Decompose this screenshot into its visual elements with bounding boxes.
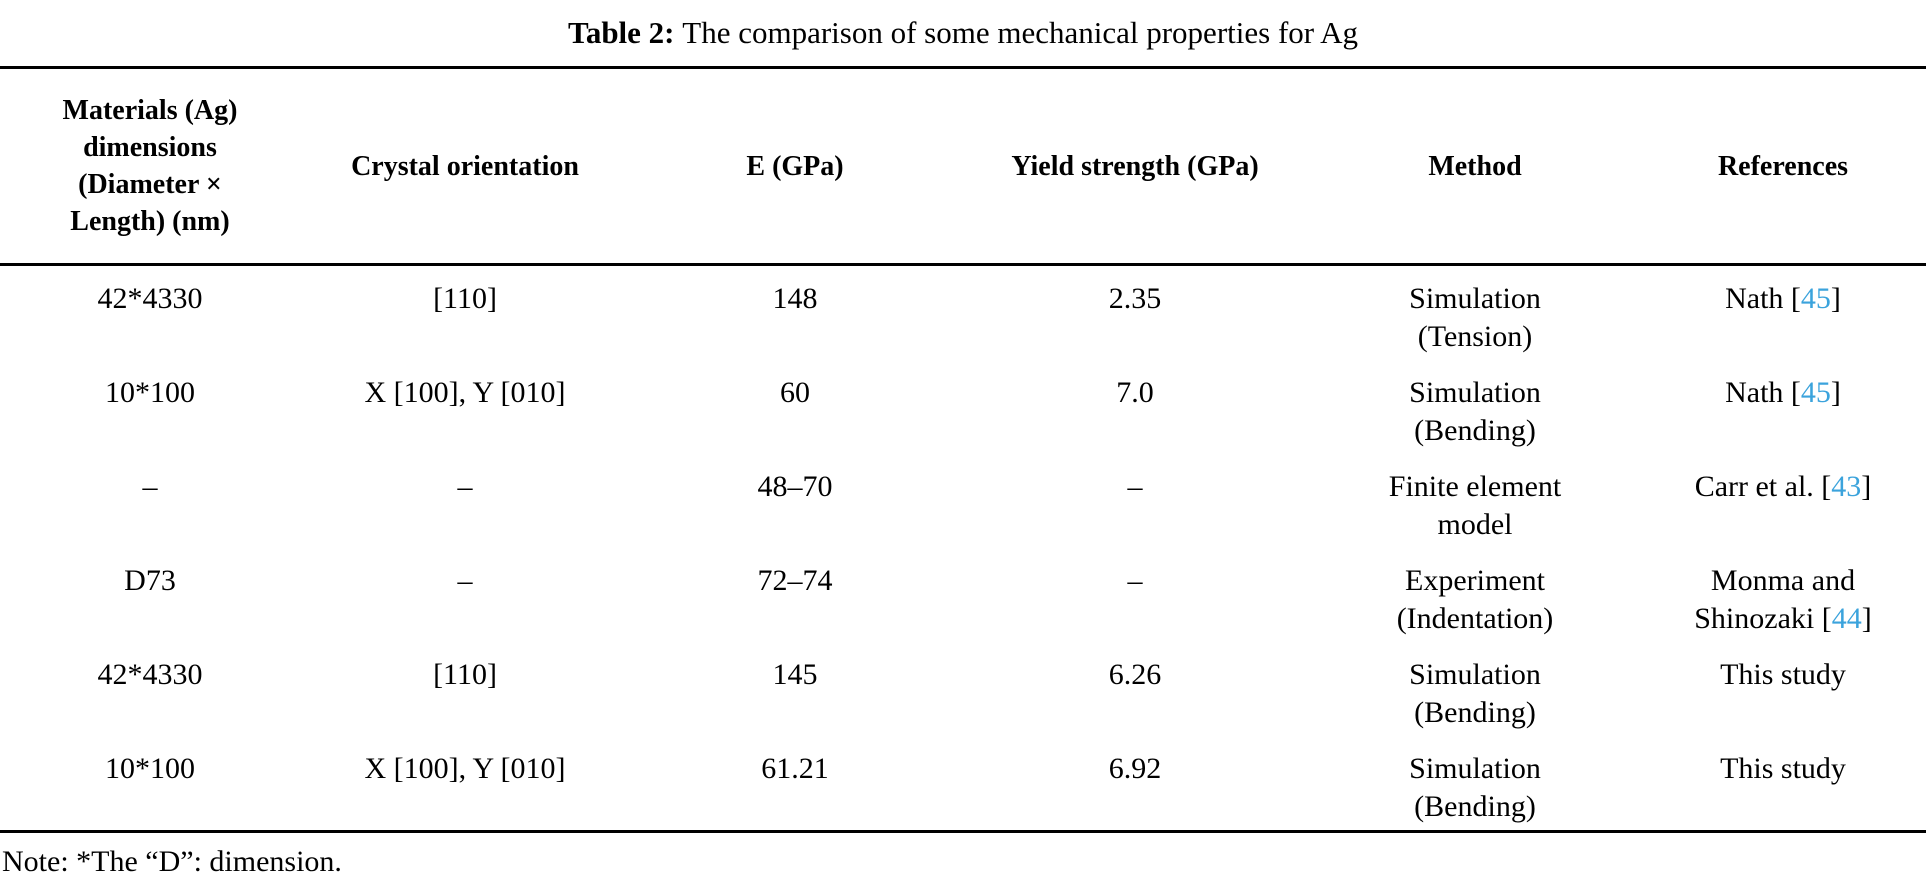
column-header-references: References [1717,150,1849,182]
table-note: Note: *The “D”: dimension. [2,845,342,878]
cell-method: Finite element model [1388,470,1562,541]
cell-e-gpa: 145 [772,658,818,691]
reference-bracket: ] [1830,376,1841,409]
citation-link[interactable]: 45 [1800,282,1831,315]
cell-reference: Monma and Shinozaki [44] [1640,562,1926,638]
cell-reference: Nath [45] [1640,374,1926,412]
cell-reference: This study [1640,656,1926,694]
cell-yield-strength: 6.26 [1108,658,1162,691]
column-header-orientation: Crystal orientation [351,150,579,182]
cell-yield-strength: 7.0 [1116,376,1154,409]
cell-reference: Nath [45] [1640,280,1926,318]
reference-text: Monma and Shinozaki [ [1694,564,1856,635]
cell-dimensions: – [142,470,158,503]
reference-text: Nath [ [1725,282,1801,315]
cell-e-gpa: 60 [780,376,810,409]
reference-text: This study [1720,658,1846,691]
column-header-dimensions: Materials (Ag) dimensions (Diameter × Le… [62,95,238,237]
column-header-e-gpa: E (GPa) [746,150,844,182]
citation-link[interactable]: 44 [1831,602,1862,635]
cell-method: Simulation (Tension) [1409,282,1541,353]
citation-link[interactable]: 45 [1800,376,1831,409]
cell-yield-strength: – [1127,564,1143,597]
cell-yield-strength: 2.35 [1108,282,1162,315]
table-caption: Table 2: The comparison of some mechanic… [0,0,1926,66]
cell-method: Experiment (Indentation) [1396,564,1554,635]
table-row: – – 48–70 – Finite element model Carr et… [0,454,1926,548]
cell-method: Simulation (Bending) [1409,658,1541,729]
cell-reference: This study [1640,750,1926,788]
cell-orientation: [110] [433,282,497,315]
column-header-yield-strength: Yield strength (GPa) [1011,150,1259,182]
reference-text: This study [1720,752,1846,785]
reference-bracket: ] [1830,282,1841,315]
cell-yield-strength: 6.92 [1108,752,1162,785]
reference-text: Carr et al. [ [1694,470,1832,503]
cell-dimensions: 10*100 [105,376,195,409]
cell-dimensions: 10*100 [105,752,195,785]
cell-yield-strength: – [1127,470,1143,503]
cell-orientation: X [100], Y [010] [364,752,566,785]
cell-method: Simulation (Bending) [1409,376,1541,447]
cell-e-gpa: 148 [772,282,818,315]
column-header-method: Method [1428,150,1522,182]
table-row: 42*4330 [110] 148 2.35 Simulation (Tensi… [0,266,1926,360]
table-row: 10*100 X [100], Y [010] 61.21 6.92 Simul… [0,736,1926,830]
reference-bracket: ] [1861,602,1872,635]
cell-method: Simulation (Bending) [1409,752,1541,823]
citation-link[interactable]: 43 [1831,470,1862,503]
table-row: 10*100 X [100], Y [010] 60 7.0 Simulatio… [0,360,1926,454]
table-body: 42*4330 [110] 148 2.35 Simulation (Tensi… [0,266,1926,833]
reference-bracket: ] [1861,470,1872,503]
table-header-row: Materials (Ag) dimensions (Diameter × Le… [0,66,1926,266]
reference-text: Nath [ [1725,376,1801,409]
table-caption-text: The comparison of some mechanical proper… [682,15,1359,50]
cell-e-gpa: 72–74 [757,564,833,597]
table-caption-label: Table 2: [567,15,675,50]
table-row: 42*4330 [110] 145 6.26 Simulation (Bendi… [0,642,1926,736]
cell-orientation: X [100], Y [010] [364,376,566,409]
cell-orientation: – [457,470,473,503]
cell-dimensions: D73 [124,564,176,597]
cell-e-gpa: 48–70 [757,470,833,503]
cell-dimensions: 42*4330 [97,282,203,315]
table-row: D73 – 72–74 – Experiment (Indentation) M… [0,548,1926,642]
cell-orientation: – [457,564,473,597]
cell-dimensions: 42*4330 [97,658,203,691]
cell-reference: Carr et al. [43] [1640,468,1926,506]
cell-e-gpa: 61.21 [761,752,829,785]
cell-orientation: [110] [433,658,497,691]
